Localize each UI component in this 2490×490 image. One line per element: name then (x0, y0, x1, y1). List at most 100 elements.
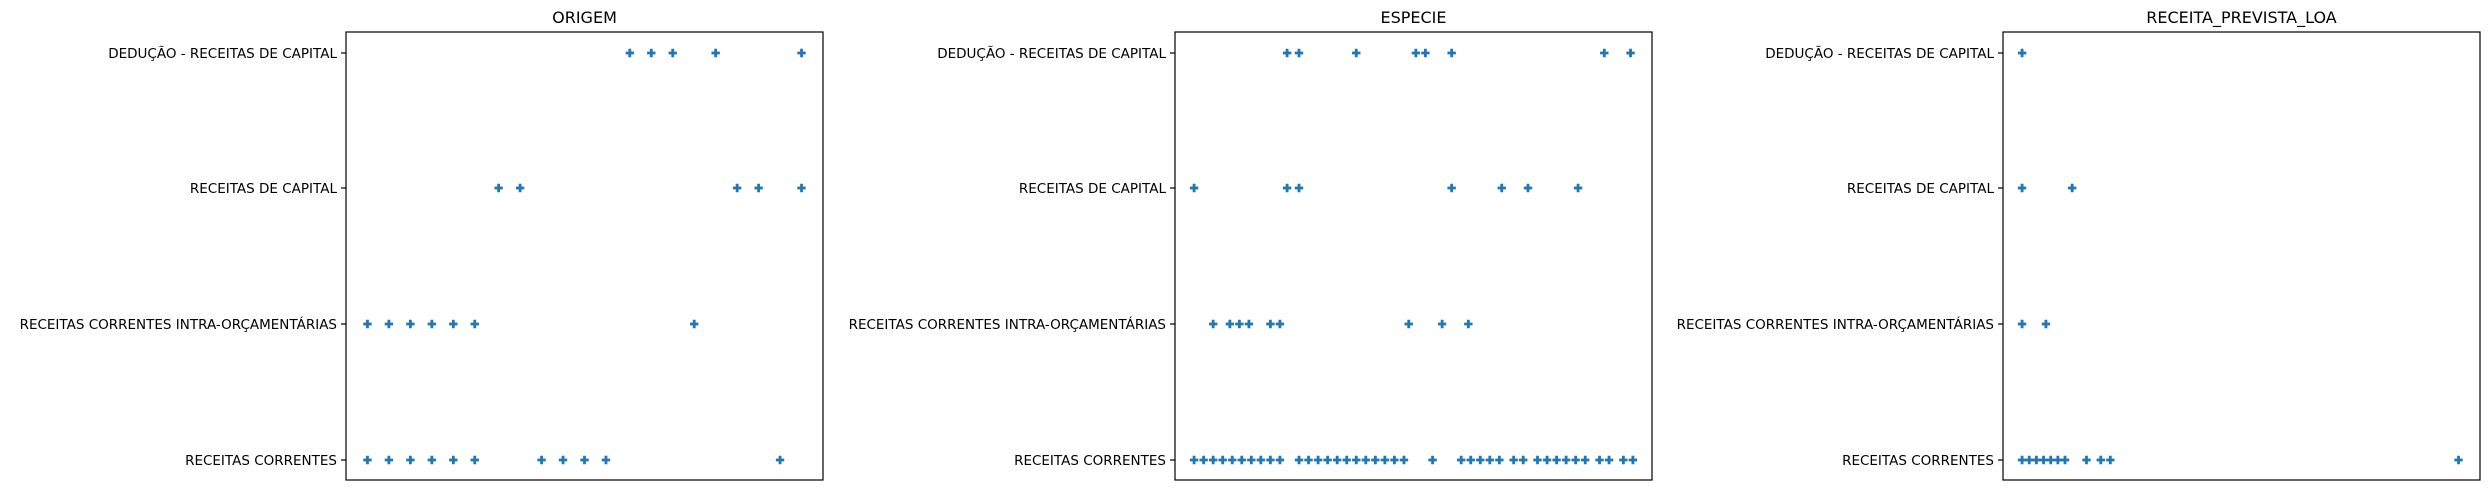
data-point (2053, 455, 2063, 465)
y-tick-label: RECEITAS DE CAPITAL (1847, 181, 1995, 197)
data-point (427, 319, 437, 329)
data-point (1485, 455, 1495, 465)
data-point (1495, 455, 1504, 465)
data-point (2454, 455, 2463, 465)
data-point (363, 455, 372, 465)
data-point (1247, 455, 1256, 465)
data-point (1600, 48, 1609, 58)
y-tick-label: RECEITAS CORRENTES (185, 453, 337, 469)
data-point (1244, 319, 1254, 329)
data-point (2017, 319, 2027, 329)
data-point (1256, 455, 1266, 465)
data-point (1208, 455, 1218, 465)
data-point (470, 319, 479, 329)
data-point (1497, 183, 1506, 193)
plot-frame (345, 31, 824, 481)
data-point (2017, 455, 2027, 465)
chart-title: RECEITA_PREVISTA_LOA (2146, 8, 2337, 28)
data-point (1352, 48, 1361, 58)
data-point (1457, 455, 1466, 465)
data-point (2017, 48, 2027, 58)
data-point (2032, 455, 2041, 465)
data-point (1399, 455, 1409, 465)
y-tick-label: RECEITAS CORRENTES INTRA-ORÇAMENTÁRIAS (1677, 316, 1994, 333)
plot-frame (2002, 31, 2481, 481)
data-point (1282, 183, 1292, 193)
chart-panel-2: ESPECIE RECEITAS CORRENTES RECEITAS CORREN… (849, 8, 1653, 481)
data-point (1476, 455, 1485, 465)
data-point (625, 48, 635, 58)
data-point (2106, 455, 2115, 465)
data-point (449, 455, 458, 465)
data-point (2041, 319, 2051, 329)
data-point (1235, 319, 1244, 329)
y-tick-label: RECEITAS DE CAPITAL (190, 181, 338, 197)
data-point (1428, 455, 1437, 465)
y-tick-label: RECEITAS CORRENTES INTRA-ORÇAMENTÁRIAS (20, 316, 337, 333)
y-tick-label: DEDUÇÃO - RECEITAS DE CAPITAL (937, 45, 1166, 62)
data-point (1628, 455, 1638, 465)
data-point (1573, 183, 1583, 193)
data-point (601, 455, 611, 465)
y-tick-label: RECEITAS CORRENTES (1842, 453, 1994, 469)
data-point (711, 48, 720, 58)
data-point (1619, 455, 1628, 465)
data-point (1266, 455, 1275, 465)
data-point (732, 183, 742, 193)
data-point (2060, 455, 2070, 465)
data-point (1571, 455, 1580, 465)
data-point (449, 319, 458, 329)
data-point (1390, 455, 1399, 465)
y-tick-label: DEDUÇÃO - RECEITAS DE CAPITAL (108, 45, 337, 62)
data-point (1464, 319, 1473, 329)
data-point (494, 183, 503, 193)
data-point (2017, 183, 2027, 193)
chart-panel-3: RECEITA_PREVISTA_LOA RECEITAS CORRENTES RE… (1677, 8, 2481, 481)
data-point (1199, 455, 1208, 465)
data-point (1208, 319, 1218, 329)
data-point (1352, 455, 1361, 465)
data-point (1189, 455, 1199, 465)
data-point (1237, 455, 1246, 465)
data-point (647, 48, 656, 58)
data-point (1313, 455, 1323, 465)
data-point (515, 183, 525, 193)
data-point (1404, 319, 1413, 329)
data-point (1228, 455, 1237, 465)
data-point (2025, 455, 2034, 465)
data-point (1294, 183, 1304, 193)
data-point (1437, 319, 1447, 329)
data-point (2082, 455, 2091, 465)
data-point (384, 455, 394, 465)
data-point (1604, 455, 1614, 465)
data-point (1332, 455, 1342, 465)
data-point (1466, 455, 1475, 465)
plot-frame (1174, 31, 1653, 481)
data-point (797, 183, 806, 193)
data-point (1275, 319, 1285, 329)
data-point (1275, 455, 1285, 465)
data-point (690, 319, 699, 329)
data-point (797, 48, 806, 58)
data-point (1189, 183, 1199, 193)
data-point (1421, 48, 1430, 58)
y-tick-label: RECEITAS CORRENTES (1014, 453, 1166, 469)
data-point (1595, 455, 1604, 465)
chart-title: ESPECIE (1380, 8, 1446, 27)
data-point (427, 455, 437, 465)
data-point (1225, 319, 1235, 329)
data-point (1533, 455, 1542, 465)
data-point (1509, 455, 1518, 465)
data-point (537, 455, 546, 465)
data-point (754, 183, 763, 193)
data-point (2067, 183, 2077, 193)
data-point (668, 48, 677, 58)
data-point (1294, 455, 1304, 465)
data-point (2039, 455, 2048, 465)
data-point (1371, 455, 1380, 465)
data-point (470, 455, 479, 465)
y-tick-label: RECEITAS DE CAPITAL (1019, 181, 1167, 197)
data-point (775, 455, 785, 465)
data-point (1581, 455, 1590, 465)
